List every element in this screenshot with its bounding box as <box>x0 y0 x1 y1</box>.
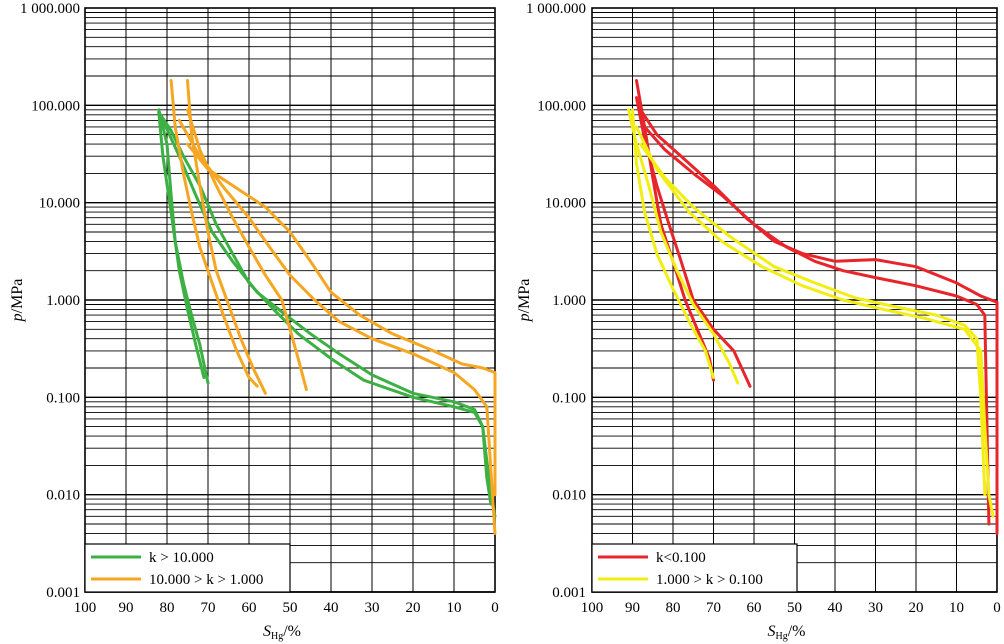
y-tick-labels: 0.001 0.010 0.100 1.000 10.000 100.000 1 000.0… <box>20 1 80 601</box>
y-axis-title: p/MPa <box>9 279 26 323</box>
y-tick-label: 10.000 <box>39 196 80 212</box>
y-tick-label: 100.000 <box>31 98 80 114</box>
x-tick-label: 90 <box>625 600 640 616</box>
curve-1-0 <box>631 108 715 379</box>
y-tick-label: 0.010 <box>46 488 80 504</box>
x-tick-labels: 100 90 80 70 60 50 40 30 20 10 0 <box>581 600 1001 616</box>
x-tick-label: 100 <box>581 600 604 616</box>
y-axis-title: p/MPa <box>516 279 533 323</box>
curve-1-2 <box>186 108 308 392</box>
x-tick-label: 60 <box>747 600 762 616</box>
curve-1-3 <box>177 118 497 535</box>
y-tick-label: 0.001 <box>552 585 586 601</box>
y-tick-label: 0.100 <box>46 390 80 406</box>
curve-0-2 <box>639 108 999 535</box>
x-tick-label: 50 <box>283 600 298 616</box>
curve-1-3 <box>639 142 987 497</box>
legend-box <box>84 543 291 593</box>
legend: k > 10.000 10.000 > k > 1.000 <box>84 543 291 593</box>
x-tick-label: 40 <box>828 600 843 616</box>
x-tick-label: 40 <box>324 600 339 616</box>
series-1 <box>627 108 995 518</box>
x-axis-title: SHg/% <box>767 623 805 642</box>
curve-0-3 <box>643 125 991 526</box>
x-tick-label: 10 <box>447 600 462 616</box>
x-tick-label: 0 <box>993 600 1001 616</box>
y-tick-label: 10.000 <box>545 196 586 212</box>
x-tick-label: 50 <box>787 600 802 616</box>
legend-label-0: k > 10.000 <box>149 550 214 566</box>
x-tick-label: 70 <box>706 600 721 616</box>
x-tick-label: 10 <box>949 600 964 616</box>
legend-label-1: 1.000 > k > 0.100 <box>656 572 763 588</box>
series-0 <box>157 108 497 518</box>
x-tick-labels: 100 90 80 70 60 50 40 30 20 10 0 <box>74 600 499 616</box>
legend-label-0: k<0.100 <box>656 550 706 566</box>
legend-box <box>591 543 798 593</box>
x-axis-title: SHg/% <box>263 623 301 642</box>
y-tick-label: 0.100 <box>552 390 586 406</box>
curve-0-1 <box>157 110 206 379</box>
series-1 <box>169 79 497 535</box>
x-tick-label: 30 <box>365 600 380 616</box>
y-tick-label: 100.000 <box>537 98 586 114</box>
y-tick-label: 0.010 <box>552 488 586 504</box>
legend: k<0.100 1.000 > k > 0.100 <box>591 543 798 593</box>
curve-1-1 <box>627 108 740 385</box>
curve-1-2 <box>635 125 995 518</box>
curve-1-0 <box>169 79 259 388</box>
curve-0-0 <box>635 79 715 382</box>
x-tick-label: 20 <box>406 600 421 616</box>
x-tick-label: 70 <box>201 600 216 616</box>
curve-1-4 <box>186 142 497 497</box>
x-tick-label: 80 <box>160 600 175 616</box>
y-tick-labels: 0.001 0.010 0.100 1.000 10.000 100.000 1 000.0… <box>526 1 586 601</box>
y-tick-label: 1 000.000 <box>20 1 80 17</box>
vertical-grid <box>84 8 496 592</box>
y-tick-label: 1.000 <box>552 293 586 309</box>
x-tick-label: 20 <box>909 600 924 616</box>
x-tick-label: 30 <box>868 600 883 616</box>
x-tick-label: 0 <box>491 600 499 616</box>
y-tick-label: 1 000.000 <box>526 1 586 17</box>
y-tick-label: 1.000 <box>46 293 80 309</box>
y-tick-label: 0.001 <box>46 585 80 601</box>
x-tick-label: 60 <box>242 600 257 616</box>
legend-label-1: 10.000 > k > 1.000 <box>149 572 263 588</box>
x-tick-label: 90 <box>119 600 134 616</box>
x-tick-label: 100 <box>74 600 97 616</box>
x-tick-label: 80 <box>666 600 681 616</box>
